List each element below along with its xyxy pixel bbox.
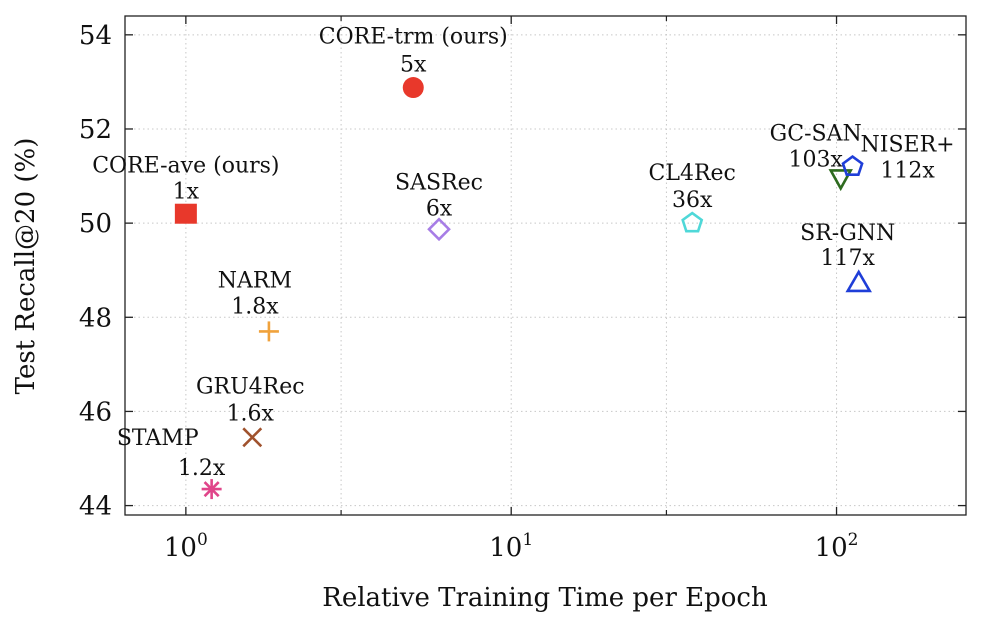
point-speed-label: 5x [400,53,427,78]
point-speed-label: 36x [672,188,713,213]
marker-shape [828,169,853,192]
point-label-core-trm: CORE-trm (ours) 5x [319,25,508,78]
x-tick-label: 102 [815,530,859,563]
marker-shape [845,269,872,293]
plot-frame [124,15,967,516]
marker-shape [174,203,197,224]
ticks: 100 101 102 44 46 48 50 52 54 [79,16,966,563]
x-tick-label: 101 [489,530,533,563]
point-labels: CORE-trm (ours) 5x CORE-ave (ours)1x SASRec… [92,25,954,482]
point-markers [174,77,872,500]
grid-lines [125,16,966,515]
point-speed-label: 1.8x [231,294,279,319]
point-speed-label: 112x [880,159,935,184]
point-speed-label: 1x [173,180,200,205]
marker-niser [841,154,864,176]
point-name-label: SASRec [395,170,483,195]
y-tick-label: 44 [79,492,112,522]
point-speed-label: 6x [426,196,453,221]
marker-narm [258,321,279,342]
point-name-label: NARM [218,268,292,293]
x-axis-label: Relative Training Time per Epoch [322,583,768,613]
marker-stroke [242,427,263,448]
marker-stamp [201,479,222,500]
point-name-label: GC-SAN [770,121,862,146]
marker-sasrec [427,217,451,242]
marker-core-trm [402,77,424,99]
point-name-label: CL4Rec [649,161,736,186]
marker-gru4rec [242,427,263,448]
point-name-label: NISER+ [861,133,955,158]
point-name-label: CORE-trm (ours) [319,25,508,50]
point-name-label: GRU4Rec [196,374,305,399]
y-tick-label: 50 [79,209,112,239]
marker-sr-gnn [845,269,872,293]
axes [124,15,967,516]
point-name-label: SR-GNN [800,221,895,246]
marker-cl4rec [681,211,704,233]
y-tick-label: 54 [79,21,112,51]
point-speed-label: 1.6x [227,401,275,426]
marker-gc-san [828,169,853,192]
point-label-core-ave: CORE-ave (ours)1x [92,154,279,205]
point-name-label: CORE-ave (ours) [92,154,279,179]
point-name-label: STAMP [117,426,199,451]
y-axis-label: Test Recall@20 (%) [11,138,41,395]
marker-core-ave [174,203,197,224]
marker-shape [427,217,451,242]
y-tick-label: 46 [79,397,112,427]
marker-stroke [203,481,220,498]
marker-shape [681,211,704,233]
point-label-stamp: STAMP 1.2x [117,426,226,481]
x-tick-label: 100 [164,530,208,563]
marker-shape [841,154,864,176]
y-tick-label: 48 [79,303,112,333]
point-label-niser: NISER+112x [861,133,955,184]
point-speed-label: 1.2x [178,456,226,481]
marker-shape [402,77,424,99]
point-speed-label: 103x [789,147,844,172]
y-tick-label: 52 [79,115,112,145]
point-speed-label: 117x [821,246,876,271]
